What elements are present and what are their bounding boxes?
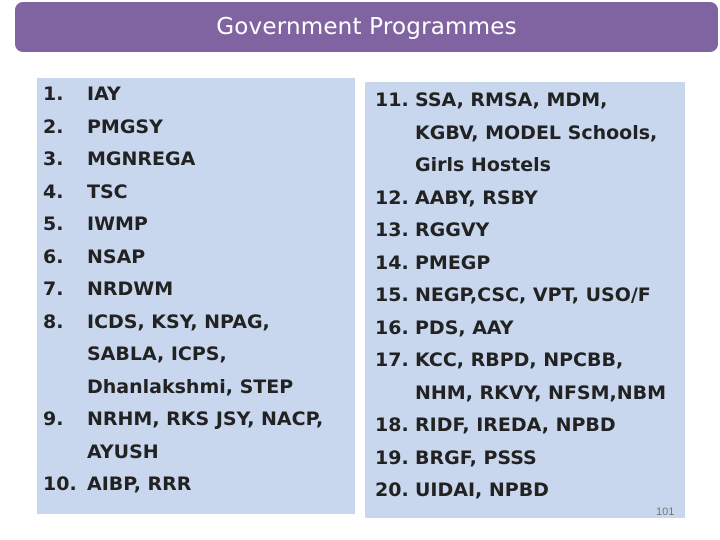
page-number: 101: [656, 506, 675, 518]
programme-number: 12.: [375, 186, 409, 209]
programme-number: 18.: [375, 414, 409, 436]
programme-number: 14.: [375, 251, 409, 274]
programme-text: TSC: [87, 180, 128, 203]
page-title: Government Programmes: [216, 14, 517, 40]
programme-number: 9.: [43, 408, 64, 430]
programme-text: PMEGP: [415, 251, 491, 274]
right-programme-panel: 11. SSA, RMSA, MDM, KGBV, MODEL Schools, Gi…: [365, 82, 685, 518]
programme-item: 14. PMEGP: [375, 247, 666, 280]
programme-text: RIDF, IREDA, NPBD: [415, 414, 616, 436]
programme-item: 16. PDS, AAY: [375, 312, 666, 345]
programme-item: 5. IWMP: [43, 208, 323, 241]
programme-text: ICDS, KSY, NPAG,: [87, 310, 270, 333]
left-programme-panel: 1. IAY 2. PMGSY 3. MGNREGA 4. TSC 5. IWMP 6. NSAP 7.…: [37, 78, 355, 514]
programme-text: PMGSY: [87, 115, 163, 138]
programme-text: IAY: [87, 83, 121, 105]
programme-text: AYUSH: [87, 440, 159, 463]
programme-text: NHM, RKVY, NFSM,NBM: [415, 381, 667, 404]
programme-item: 17. KCC, RBPD, NPCBB, NHM, RKVY, NFSM,NBM: [375, 344, 666, 409]
programme-text: SABLA, ICPS,: [87, 343, 227, 365]
programme-number: 4.: [43, 180, 64, 203]
programme-text: NEGP,CSC, VPT, USO/F: [415, 284, 651, 306]
programme-item: 12. AABY, RSBY: [375, 182, 666, 215]
programme-text: UIDAI, NPBD: [415, 479, 549, 501]
programme-text: AIBP, RRR: [87, 473, 192, 495]
left-programme-list: 1. IAY 2. PMGSY 3. MGNREGA 4. TSC 5. IWMP 6. NSAP 7.…: [43, 78, 323, 501]
programme-text: BRGF, PSSS: [415, 446, 537, 469]
programme-number: 7.: [43, 278, 64, 300]
programme-number: 2.: [43, 115, 64, 138]
programme-item: 9. NRHM, RKS JSY, NACP, AYUSH: [43, 403, 323, 468]
programme-text: NSAP: [87, 245, 146, 268]
programme-item: 1. IAY: [43, 78, 323, 111]
programme-item: 20. UIDAI, NPBD: [375, 474, 666, 507]
programme-number: 15.: [375, 284, 409, 306]
programme-number: 16.: [375, 316, 409, 339]
programme-text: KCC, RBPD, NPCBB,: [415, 349, 624, 371]
title-bar: Government Programmes: [15, 2, 718, 52]
programme-number: 8.: [43, 310, 64, 333]
programme-number: 13.: [375, 219, 409, 241]
programme-text: SSA, RMSA, MDM,: [415, 89, 608, 111]
programme-number: 17.: [375, 349, 409, 371]
programme-number: 3.: [43, 148, 64, 170]
programme-item: 3. MGNREGA: [43, 143, 323, 176]
programme-text: KGBV, MODEL Schools,: [415, 121, 658, 144]
programme-number: 10.: [43, 473, 77, 495]
programme-number: 19.: [375, 446, 409, 469]
programme-text: Girls Hostels: [415, 154, 551, 176]
programme-text: NRHM, RKS JSY, NACP,: [87, 408, 324, 430]
programme-item: 19. BRGF, PSSS: [375, 442, 666, 475]
programme-item: 7. NRDWM: [43, 273, 323, 306]
programme-text: RGGVY: [415, 219, 490, 241]
right-programme-list: 11. SSA, RMSA, MDM, KGBV, MODEL Schools, Gi…: [375, 84, 666, 507]
programme-item: 4. TSC: [43, 176, 323, 209]
programme-item: 8. ICDS, KSY, NPAG, SABLA, ICPS, Dhanlakshm…: [43, 306, 323, 404]
programme-item: 15. NEGP,CSC, VPT, USO/F: [375, 279, 666, 312]
programme-item: 2. PMGSY: [43, 111, 323, 144]
programme-number: 1.: [43, 83, 64, 105]
programme-number: 20.: [375, 479, 409, 501]
programme-number: 11.: [375, 89, 409, 111]
programme-item: 13. RGGVY: [375, 214, 666, 247]
programme-text: AABY, RSBY: [415, 186, 538, 209]
programme-item: 18. RIDF, IREDA, NPBD: [375, 409, 666, 442]
programme-item: 10. AIBP, RRR: [43, 468, 323, 501]
programme-number: 5.: [43, 213, 64, 235]
programme-text: MGNREGA: [87, 148, 196, 170]
programme-text: Dhanlakshmi, STEP: [87, 375, 294, 398]
programme-number: 6.: [43, 245, 64, 268]
programme-text: PDS, AAY: [415, 316, 514, 339]
programme-text: NRDWM: [87, 278, 174, 300]
programme-item: 11. SSA, RMSA, MDM, KGBV, MODEL Schools, Gi…: [375, 84, 666, 182]
programme-item: 6. NSAP: [43, 241, 323, 274]
programme-text: IWMP: [87, 213, 148, 235]
